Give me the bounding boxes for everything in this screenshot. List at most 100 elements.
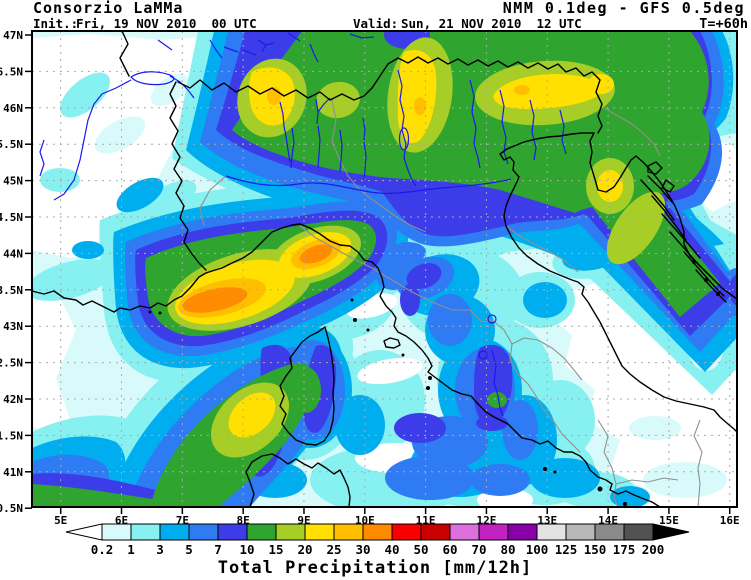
colorbar-tick-label: 1	[127, 542, 135, 557]
island-dot	[350, 298, 354, 302]
colorbar-tick-label: 5	[185, 542, 193, 557]
coast-west-mediterranean	[32, 223, 661, 507]
init-label: Init.:	[33, 16, 78, 31]
island-dot	[148, 310, 152, 314]
lon-tick-label: 16E	[720, 514, 740, 527]
precip-area	[592, 173, 720, 317]
colorbar-tick-label: 40	[384, 542, 399, 557]
lat-tick-label: 45.5N	[0, 138, 23, 151]
island-dot	[426, 386, 430, 390]
coast-adriatic-west	[499, 148, 737, 433]
colorbar-cell	[565, 523, 596, 541]
lake-trasimeno	[487, 314, 497, 324]
colorbar-cell	[333, 523, 364, 541]
colorbar-tick-label: 20	[297, 542, 312, 557]
colorbar-cell	[478, 523, 509, 541]
island-dot	[692, 260, 696, 264]
colorbar-tick-label: 50	[413, 542, 428, 557]
precip-area-max	[182, 287, 248, 313]
lat-tick-label: 46.5N	[0, 65, 23, 78]
border-france-italy	[119, 31, 207, 271]
lake-maggiore	[279, 101, 291, 163]
lon-tick-label: 5E	[54, 514, 67, 527]
precip-area	[116, 177, 164, 213]
lat-tick-label: 45N	[3, 175, 23, 188]
river	[169, 75, 195, 99]
island-dot	[401, 353, 405, 357]
colorbar-tick-label: 0.2	[91, 542, 114, 557]
precip-area	[335, 395, 385, 455]
colorbar-tick-label: 3	[156, 542, 164, 557]
precip-area	[610, 486, 650, 507]
lat-tick-label: 44N	[3, 247, 23, 260]
po-river	[225, 175, 512, 194]
precip-area	[316, 81, 360, 119]
lat-tick-label: 41N	[3, 466, 23, 479]
precip-area	[523, 282, 567, 318]
island-dot	[623, 502, 627, 506]
corsica-coast	[279, 326, 335, 446]
colorbar-cell	[217, 523, 248, 541]
precip-area	[406, 263, 442, 289]
precip-area	[394, 413, 446, 443]
precip-area	[400, 284, 420, 316]
precip-area	[530, 458, 600, 498]
lat-tick-label: 46N	[3, 102, 23, 115]
island-dot	[543, 467, 547, 471]
colorbar-tick-label: 25	[326, 542, 341, 557]
precip-area	[228, 392, 276, 438]
rivers-and-lakes	[39, 32, 567, 417]
precip-area	[60, 72, 110, 118]
colorbar-cell	[304, 523, 335, 541]
colorbar-cell	[188, 523, 219, 541]
border-line	[299, 225, 470, 311]
colorbar-tick-label: 125	[555, 542, 578, 557]
island-dot	[353, 318, 357, 322]
river	[290, 117, 367, 181]
border-alps	[177, 56, 603, 134]
colorbar-title: Total Precipitation [mm/12h]	[218, 558, 533, 578]
island-dot	[428, 376, 432, 380]
model-title: NMM 0.1deg - GFS 0.5deg	[503, 0, 745, 17]
precip-area	[502, 400, 538, 460]
dry-spot	[94, 116, 146, 154]
colorbar-under-range-arrow	[65, 523, 103, 541]
alpine-lakes	[157, 32, 375, 56]
colorbar-cell	[246, 523, 277, 541]
colorbar-cell	[507, 523, 538, 541]
island-dot	[366, 328, 370, 332]
valid-datetime: Sun, 21 NOV 2010 12 UTC	[401, 16, 582, 31]
precip-area	[32, 484, 188, 507]
river	[469, 79, 567, 169]
dry-spot	[629, 416, 681, 440]
precip-area	[597, 170, 623, 202]
colorbar-tick-label: 7	[214, 542, 222, 557]
island-dot	[597, 486, 603, 492]
lat-tick-label: 44.5N	[0, 211, 23, 224]
lat-tick-label: 41.5N	[0, 429, 23, 442]
lat-tick-label: 40.5N	[0, 502, 23, 515]
rhone-river	[53, 79, 132, 201]
precip-area	[493, 74, 601, 110]
border-line	[603, 107, 661, 157]
colorbar-cell	[420, 523, 451, 541]
island-dot	[158, 311, 162, 315]
precip-area	[476, 415, 508, 431]
border-line	[331, 99, 427, 233]
precip-area	[385, 456, 475, 500]
precip-area	[514, 85, 530, 95]
colorbar-tick-label: 15	[268, 542, 283, 557]
lat-tick-label: 43.5N	[0, 284, 23, 297]
dry-spot	[357, 357, 423, 385]
colorbar-cell	[449, 523, 480, 541]
precip-area	[606, 191, 666, 265]
precip-area	[32, 259, 114, 301]
adige-river	[397, 69, 417, 187]
border-line	[469, 309, 581, 453]
dry-spot	[643, 462, 727, 498]
border-line	[597, 419, 619, 507]
colorbar-tick-label: 200	[642, 542, 665, 557]
small-islands	[148, 260, 720, 506]
